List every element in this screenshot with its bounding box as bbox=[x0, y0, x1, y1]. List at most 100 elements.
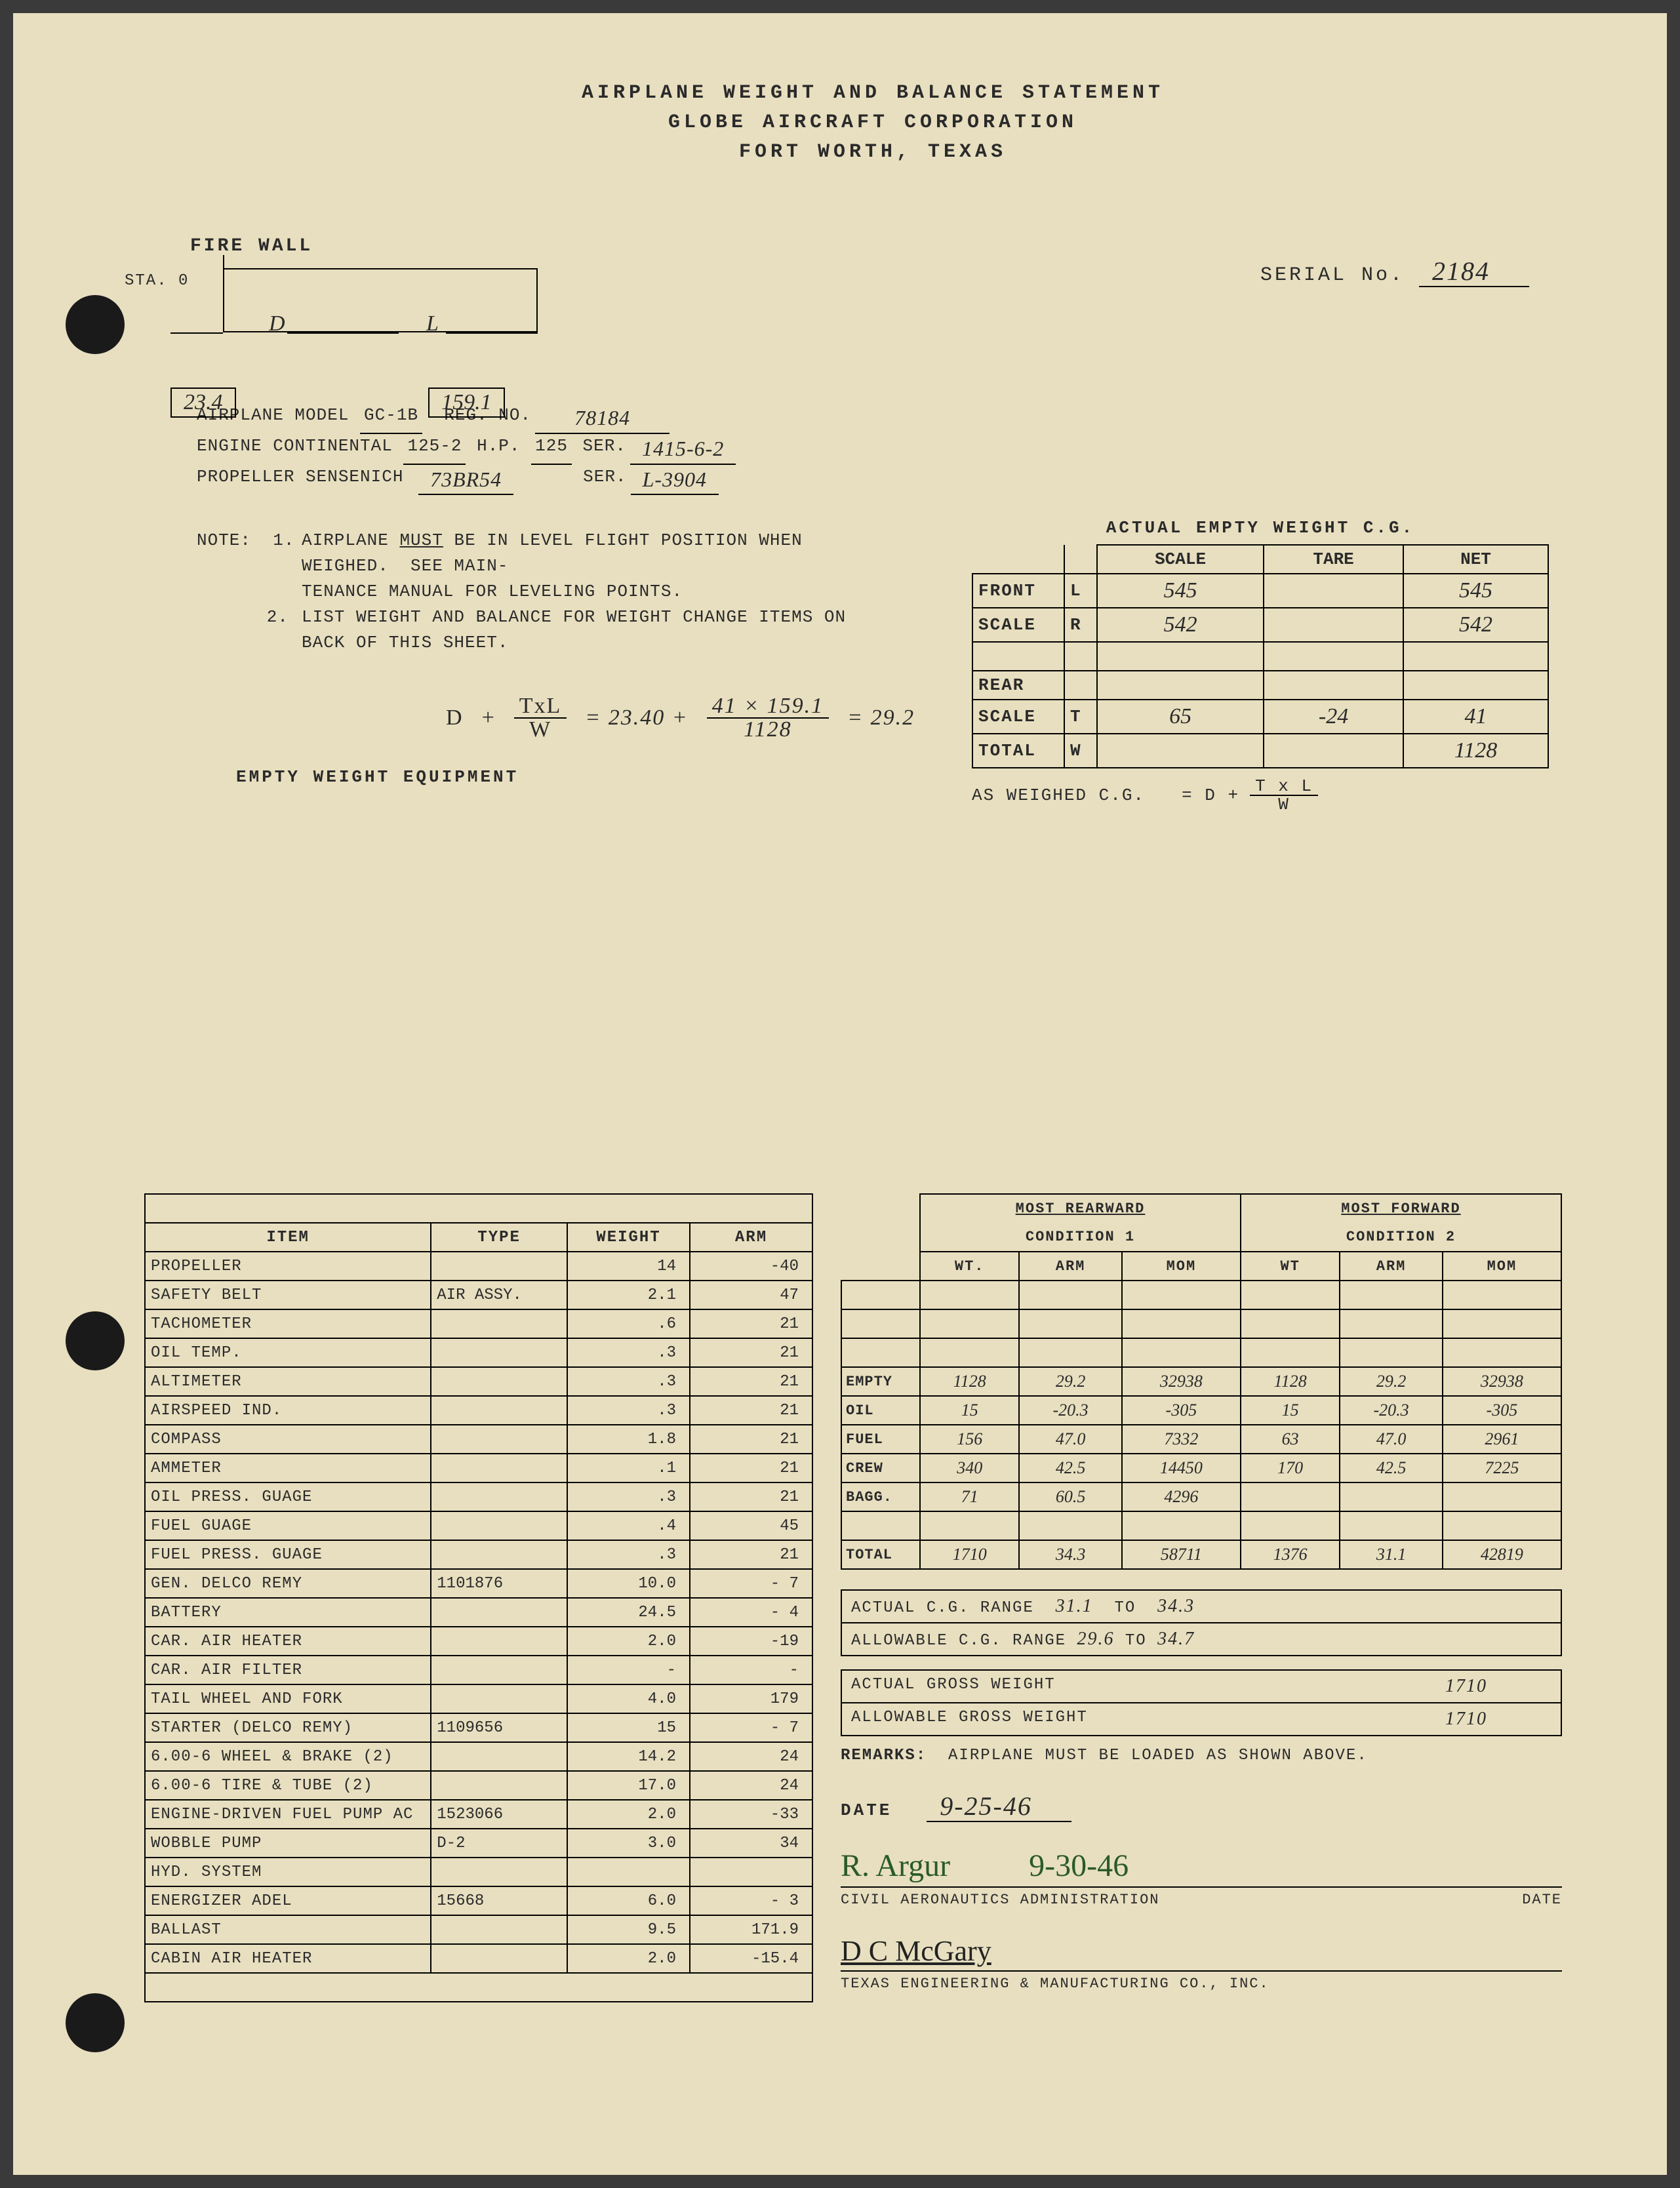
hp-value: 125 bbox=[531, 434, 572, 465]
signature-1-block: R. Argur 9-30-46 CIVIL AERONAUTICS ADMIN… bbox=[841, 1848, 1562, 1908]
f-D: D bbox=[446, 706, 464, 730]
equip-row: AMMETER.121 bbox=[145, 1454, 812, 1482]
cg-row: SCALET65-2441 bbox=[972, 700, 1548, 734]
cg-col-tare: TARE bbox=[1264, 545, 1403, 574]
firewall-label: FIRE WALL bbox=[190, 236, 538, 256]
cond-head: ARM bbox=[1019, 1252, 1121, 1281]
cg-row: REAR bbox=[972, 671, 1548, 700]
D-label: D bbox=[269, 311, 285, 336]
cond-row bbox=[841, 1338, 1561, 1367]
prop-model: 73BR54 bbox=[418, 465, 513, 496]
cond-head: MOM bbox=[1443, 1252, 1561, 1281]
equipment-table-block: ITEM TYPE WEIGHT ARM PROPELLER14-40SAFET… bbox=[144, 1193, 813, 2002]
ser-label: SER. bbox=[583, 434, 626, 465]
title-line3: FORT WORTH, TEXAS bbox=[197, 138, 1549, 167]
L-label: L bbox=[426, 311, 439, 336]
cg-row bbox=[972, 642, 1548, 671]
title-line2: GLOBE AIRCRAFT CORPORATION bbox=[197, 108, 1549, 138]
f-eq2: = 29.2 bbox=[847, 706, 915, 730]
signature-1-date: 9-30-46 bbox=[1029, 1848, 1129, 1884]
equip-row: OIL PRESS. GUAGE.321 bbox=[145, 1482, 812, 1511]
cond-row: EMPTY112829.232938112829.232938 bbox=[841, 1367, 1561, 1396]
equip-row: BALLAST9.5171.9 bbox=[145, 1915, 812, 1944]
equip-row: ALTIMETER.321 bbox=[145, 1367, 812, 1396]
cond-fwd-h: MOST FORWARD bbox=[1241, 1194, 1561, 1223]
date-label: DATE bbox=[841, 1800, 892, 1820]
cg-table: SCALE TARE NET FRONTL545545SCALER542542R… bbox=[972, 544, 1549, 768]
cond-row: OIL15-20.3-30515-20.3-305 bbox=[841, 1396, 1561, 1425]
actual-gw: 1710 bbox=[1381, 1676, 1551, 1697]
cond-head: WT. bbox=[920, 1252, 1019, 1281]
allow-cg-to: 34.7 bbox=[1157, 1629, 1195, 1649]
allow-gw-label: ALLOWABLE GROSS WEIGHT bbox=[851, 1709, 1381, 1730]
cg-title: ACTUAL EMPTY WEIGHT C.G. bbox=[972, 518, 1549, 538]
cg-formula: AS WEIGHED C.G. = D + T x L W bbox=[972, 778, 1549, 813]
equip-row: TAIL WHEEL AND FORK4.0179 bbox=[145, 1684, 812, 1713]
equip-row: 6.00-6 TIRE & TUBE (2)17.024 bbox=[145, 1771, 812, 1800]
firewall-diagram: FIRE WALL STA. 0 D L 23.4 159.1 bbox=[170, 236, 538, 418]
equip-row: WOBBLE PUMPD-23.034 bbox=[145, 1829, 812, 1858]
equip-row: ENERGIZER ADEL156686.0- 3 bbox=[145, 1886, 812, 1915]
remarks: REMARKS: AIRPLANE MUST BE LOADED AS SHOW… bbox=[841, 1747, 1562, 1764]
f-plus: + bbox=[482, 706, 496, 730]
sta-label: STA. 0 bbox=[125, 272, 189, 290]
allow-cg-from: 29.6 bbox=[1077, 1629, 1114, 1649]
cond-row: BAGG.7160.54296 bbox=[841, 1482, 1561, 1511]
prop-ser: L-3904 bbox=[631, 465, 719, 496]
equipment-table: ITEM TYPE WEIGHT ARM PROPELLER14-40SAFET… bbox=[144, 1193, 813, 2002]
eq-h-type: TYPE bbox=[431, 1223, 567, 1252]
punch-hole bbox=[66, 295, 125, 354]
equip-row: CAR. AIR HEATER2.0-19 bbox=[145, 1627, 812, 1656]
note-label: NOTE: bbox=[197, 530, 251, 550]
frac-den: W bbox=[1273, 796, 1295, 813]
equip-row: FUEL GUAGE.445 bbox=[145, 1511, 812, 1540]
f-num: TxL bbox=[514, 695, 567, 719]
cond-row: FUEL15647.073326347.02961 bbox=[841, 1425, 1561, 1454]
f-eq1: = 23.40 + bbox=[585, 706, 688, 730]
engine-label: ENGINE CONTINENTAL bbox=[197, 434, 393, 465]
eq-label: = D + bbox=[1182, 786, 1239, 805]
sig2-org: TEXAS ENGINEERING & MANUFACTURING CO., I… bbox=[841, 1976, 1270, 1992]
equip-row: OIL TEMP..321 bbox=[145, 1338, 812, 1367]
box-d-value: 23.4 bbox=[170, 388, 236, 418]
header: AIRPLANE WEIGHT AND BALANCE STATEMENT GL… bbox=[197, 79, 1549, 167]
punch-hole bbox=[66, 1993, 125, 2052]
ser-label2: SER. bbox=[583, 465, 626, 496]
engine-model: 125-2 bbox=[403, 434, 466, 465]
asweighed-label: AS WEIGHED C.G. bbox=[972, 786, 1145, 805]
eq-h-wt: WEIGHT bbox=[567, 1223, 690, 1252]
punch-hole bbox=[66, 1311, 125, 1370]
cond-row: TOTAL171034.358711137631.142819 bbox=[841, 1540, 1561, 1569]
equip-row: SAFETY BELTAIR ASSY.2.147 bbox=[145, 1281, 812, 1309]
equip-row: FUEL PRESS. GUAGE.321 bbox=[145, 1540, 812, 1569]
equip-row: AIRSPEED IND..321 bbox=[145, 1396, 812, 1425]
actual-cg-label: ACTUAL C.G. RANGE bbox=[851, 1599, 1034, 1617]
eq-h-arm: ARM bbox=[690, 1223, 812, 1252]
cg-col-net: NET bbox=[1403, 545, 1548, 574]
title-line1: AIRPLANE WEIGHT AND BALANCE STATEMENT bbox=[197, 79, 1549, 108]
frac-num: T x L bbox=[1250, 778, 1318, 796]
ranges-block: ACTUAL C.G. RANGE 31.1 TO 34.3 ALLOWABLE… bbox=[841, 1589, 1562, 1656]
equip-row: CABIN AIR HEATER2.0-15.4 bbox=[145, 1944, 812, 1973]
reg-value: 78184 bbox=[535, 403, 670, 434]
cond-row bbox=[841, 1511, 1561, 1540]
remarks-text: AIRPLANE MUST BE LOADED AS SHOWN ABOVE. bbox=[948, 1747, 1368, 1764]
cond-row bbox=[841, 1309, 1561, 1338]
cond-rear-h: MOST REARWARD bbox=[920, 1194, 1241, 1223]
cond-c2: CONDITION 2 bbox=[1241, 1223, 1561, 1252]
f2-num: 41 × 159.1 bbox=[707, 695, 829, 719]
cg-row: TOTALW1128 bbox=[972, 734, 1548, 768]
prop-label: PROPELLER SENSENICH bbox=[197, 465, 403, 496]
actual-gw-label: ACTUAL GROSS WEIGHT bbox=[851, 1676, 1381, 1697]
f2-den: 1128 bbox=[738, 719, 797, 741]
actual-cg-from: 31.1 bbox=[1056, 1596, 1093, 1616]
equip-row: BATTERY24.5- 4 bbox=[145, 1598, 812, 1627]
cg-col-scale: SCALE bbox=[1097, 545, 1264, 574]
cond-head: ARM bbox=[1340, 1252, 1442, 1281]
document-page: AIRPLANE WEIGHT AND BALANCE STATEMENT GL… bbox=[13, 13, 1667, 2175]
f-den: W bbox=[524, 719, 557, 741]
equip-row: TACHOMETER.621 bbox=[145, 1309, 812, 1338]
condition-block: MOST REARWARD MOST FORWARD CONDITION 1 C… bbox=[841, 1193, 1562, 1992]
note-1: AIRPLANE MUST BE IN LEVEL FLIGHT POSITIO… bbox=[302, 528, 892, 605]
sig1-org: CIVIL AERONAUTICS ADMINISTRATION bbox=[841, 1892, 1159, 1908]
